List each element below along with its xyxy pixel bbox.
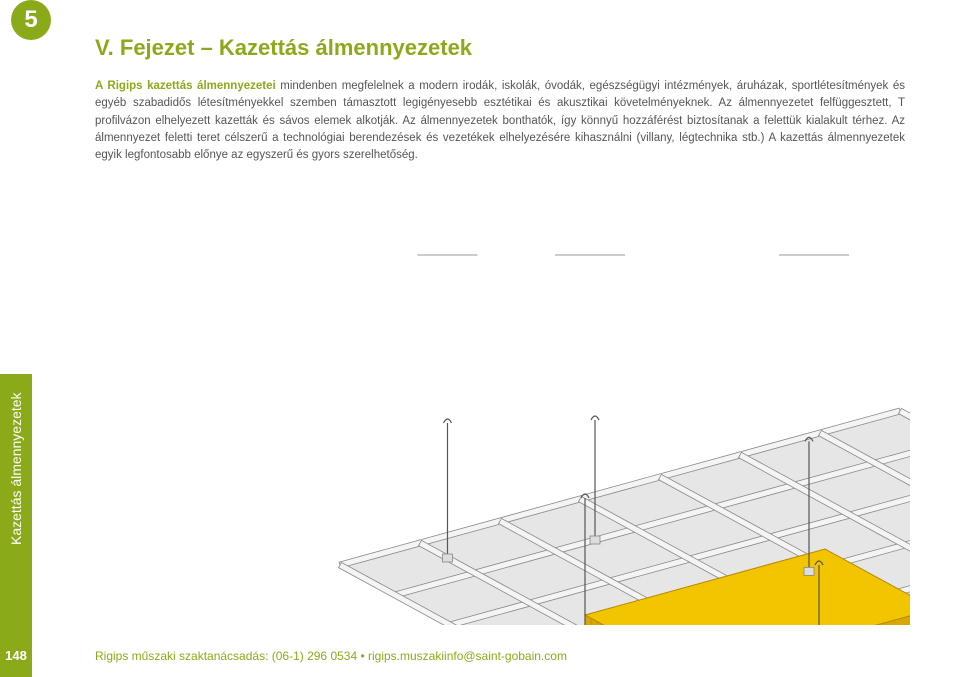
intro-emphasis: A Rigips kazettás álmennyezetei — [95, 80, 276, 92]
intro-body: mindenben megfelelnek a modern irodák, i… — [95, 80, 905, 161]
footer-contact: Rigips műszaki szaktanácsadás: (06-1) 29… — [95, 649, 567, 663]
chapter-number-badge: 5 — [11, 0, 51, 40]
side-tab-label: Kazettás álmennyezetek — [0, 374, 32, 633]
chapter-title: V. Fejezet – Kazettás álmennyezetek — [95, 35, 472, 61]
intro-paragraph: A Rigips kazettás álmennyezetei mindenbe… — [95, 78, 905, 164]
page-number: 148 — [0, 633, 32, 677]
ceiling-grid-diagram — [90, 195, 910, 625]
